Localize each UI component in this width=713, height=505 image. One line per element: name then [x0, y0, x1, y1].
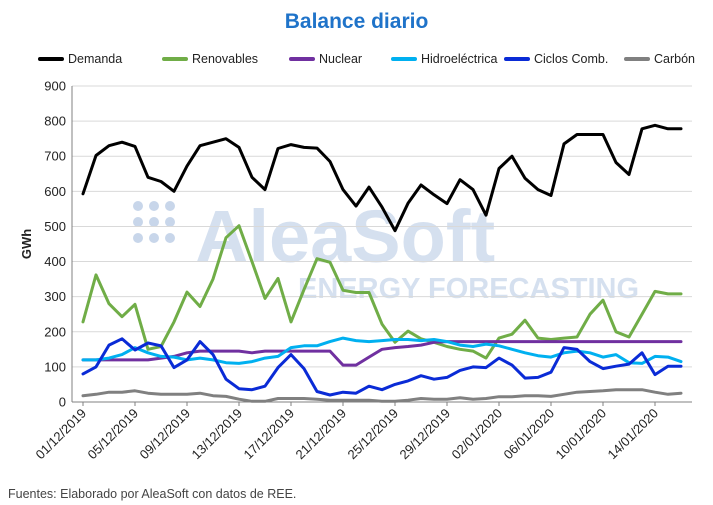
watermark-dot: [133, 217, 143, 227]
legend-item: Hidroeléctrica: [391, 52, 497, 66]
series-line-ciclos-comb: [81, 337, 683, 397]
legend-item: Ciclos Comb.: [504, 52, 608, 66]
series-line-carb-n: [81, 388, 683, 403]
legend-label: Hidroeléctrica: [421, 52, 498, 66]
chart-title: Balance diario: [284, 10, 429, 33]
series-line-nuclear: [81, 340, 683, 367]
legend: Demanda Renovables Nuclear Hidroeléctrica Ci…: [38, 52, 708, 70]
x-tick-label: 21/12/2019: [292, 406, 349, 463]
y-axis: 0 100 200 300 400 500 600 700 800 900: [44, 79, 66, 410]
watermark-dot: [165, 233, 175, 243]
x-tick-label: 17/12/2019: [240, 406, 297, 463]
watermark-dot: [133, 233, 143, 243]
legend-item: Renovables: [162, 52, 258, 66]
legend-item: Demanda: [38, 52, 122, 66]
legend-item: Nuclear: [289, 52, 362, 66]
legend-label: Demanda: [68, 52, 123, 66]
x-tick-label: 14/01/2020: [604, 406, 661, 463]
legend-label: Carbón: [654, 52, 695, 66]
y-tick-label: 700: [44, 149, 66, 164]
x-tick-label: 13/12/2019: [188, 406, 245, 463]
y-tick-label: 0: [59, 395, 66, 410]
watermark-dot: [149, 217, 159, 227]
x-tick-label: 25/12/2019: [344, 406, 401, 463]
series-line-demanda: [81, 123, 683, 233]
x-tick-label: 06/01/2020: [500, 406, 557, 463]
y-tick-label: 500: [44, 219, 66, 234]
watermark-dot: [133, 201, 143, 211]
watermark-dot: [149, 201, 159, 211]
x-axis: 01/12/201905/12/201909/12/201913/12/2019…: [32, 402, 661, 462]
x-tick-label: 05/12/2019: [84, 406, 141, 463]
legend-swatch: [289, 57, 315, 61]
legend-swatch: [624, 57, 650, 61]
series-group: [81, 123, 683, 403]
legend-swatch: [504, 57, 530, 61]
watermark-dot: [149, 233, 159, 243]
x-tick-label: 10/01/2020: [552, 406, 609, 463]
y-tick-label: 800: [44, 114, 66, 129]
legend-label: Renovables: [192, 52, 259, 66]
watermark-tagline: ENERGY FORECASTING: [298, 273, 639, 305]
watermark-dot: [165, 201, 175, 211]
legend-swatch: [38, 57, 64, 61]
y-tick-label: 200: [44, 324, 66, 339]
legend-swatch: [162, 57, 188, 61]
legend-item: Carbón: [624, 52, 695, 66]
watermark-brand: AleaSoft: [195, 195, 495, 278]
series-line-renovables: [81, 224, 683, 360]
y-tick-label: 100: [44, 359, 66, 374]
x-tick-label: 29/12/2019: [396, 406, 453, 463]
source-footnote: Fuentes: Elaborado por AleaSoft con dato…: [8, 487, 297, 501]
y-tick-label: 300: [44, 289, 66, 304]
y-tick-label: 400: [44, 254, 66, 269]
x-tick-label: 01/12/2019: [32, 406, 89, 463]
legend-label: Nuclear: [319, 52, 363, 66]
y-axis-label: GWh: [19, 229, 34, 259]
legend-swatch: [391, 57, 417, 61]
x-tick-label: 02/01/2020: [448, 406, 505, 463]
y-tick-label: 600: [44, 184, 66, 199]
y-tick-label: 900: [44, 79, 66, 94]
watermark-dot: [165, 217, 175, 227]
legend-label: Ciclos Comb.: [534, 52, 609, 66]
x-tick-label: 09/12/2019: [136, 406, 193, 463]
